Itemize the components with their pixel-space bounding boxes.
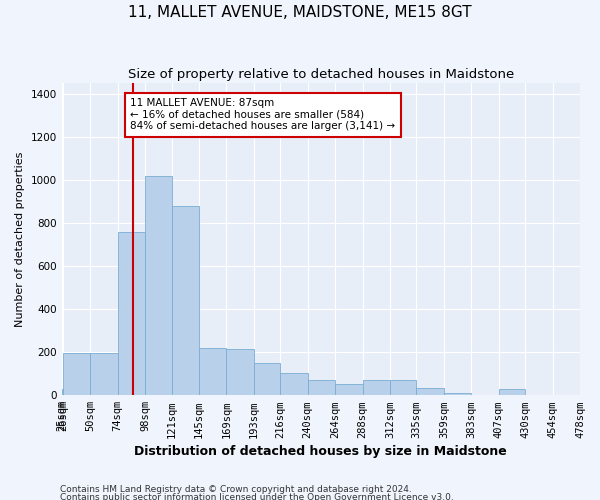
Text: Contains public sector information licensed under the Open Government Licence v3: Contains public sector information licen… xyxy=(60,493,454,500)
Bar xyxy=(390,380,416,395)
Bar xyxy=(63,353,90,395)
Bar xyxy=(335,384,362,395)
Bar xyxy=(145,176,172,395)
Bar xyxy=(254,363,280,395)
Text: 11 MALLET AVENUE: 87sqm
← 16% of detached houses are smaller (584)
84% of semi-d: 11 MALLET AVENUE: 87sqm ← 16% of detache… xyxy=(130,98,395,132)
Y-axis label: Number of detached properties: Number of detached properties xyxy=(15,152,25,327)
Text: Contains HM Land Registry data © Crown copyright and database right 2024.: Contains HM Land Registry data © Crown c… xyxy=(60,486,412,494)
Bar xyxy=(62,388,63,395)
Text: 11, MALLET AVENUE, MAIDSTONE, ME15 8GT: 11, MALLET AVENUE, MAIDSTONE, ME15 8GT xyxy=(128,5,472,20)
Bar xyxy=(416,388,444,395)
Bar xyxy=(362,380,390,395)
Bar xyxy=(199,348,226,395)
Bar xyxy=(226,349,254,395)
Bar xyxy=(444,393,471,395)
Bar xyxy=(499,388,525,395)
Bar xyxy=(280,372,308,395)
Bar xyxy=(118,232,145,395)
Bar xyxy=(90,353,118,395)
Bar xyxy=(308,380,335,395)
Title: Size of property relative to detached houses in Maidstone: Size of property relative to detached ho… xyxy=(128,68,514,80)
X-axis label: Distribution of detached houses by size in Maidstone: Distribution of detached houses by size … xyxy=(134,444,507,458)
Bar xyxy=(172,206,199,395)
